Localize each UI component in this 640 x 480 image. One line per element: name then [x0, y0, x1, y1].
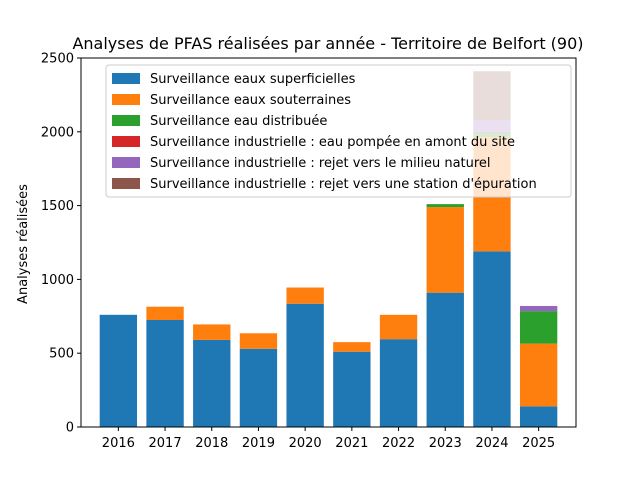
x-tick-label: 2025: [522, 436, 555, 451]
legend-label: Surveillance eaux souterraines: [150, 93, 351, 108]
y-tick-label: 0: [66, 421, 74, 436]
bar-2021-series-1: [333, 351, 371, 427]
legend-label: Surveillance eau distribuée: [150, 114, 327, 129]
legend-label: Surveillance industrielle : rejet vers l…: [150, 156, 491, 171]
legend-swatch: [112, 94, 140, 105]
bar-2019-series-1: [239, 348, 278, 427]
bar-2025-series-2: [519, 343, 558, 407]
x-tick-label: 2022: [382, 436, 415, 451]
legend-box: [105, 64, 572, 198]
legend-swatch: [112, 136, 140, 147]
axes-group: 0 500 1000 1500 2000 2500 2016 2017 2018 2019 2020…: [41, 52, 577, 451]
plot-frame: [80, 57, 577, 428]
legend-swatch: [112, 178, 140, 189]
legend-label: Surveillance industrielle : rejet vers u…: [150, 177, 537, 192]
y-tick-label: 500: [49, 347, 74, 362]
y-tick-label: 1000: [41, 273, 74, 288]
y-tick-label: 2500: [41, 52, 74, 67]
x-tick-label: 2024: [475, 436, 508, 451]
x-tick-label: 2018: [195, 436, 228, 451]
bar-2025-series-5: [519, 305, 558, 312]
legend-swatch: [112, 157, 140, 168]
bar-2023-series-2: [426, 207, 464, 293]
legend-label: Surveillance eaux superficielles: [150, 72, 356, 87]
bar-2020-series-2: [286, 287, 324, 304]
legend-swatch: [112, 73, 140, 84]
bar-2022-series-2: [379, 314, 418, 340]
x-tick-label: 2017: [149, 436, 182, 451]
bar-2017-series-2: [146, 306, 184, 320]
bar-2022-series-1: [379, 339, 418, 427]
bar-2023-series-1: [426, 292, 464, 427]
legend: Surveillance eaux superficielles Surveill…: [105, 64, 572, 198]
x-tick-label: 2023: [429, 436, 462, 451]
legend-label: Surveillance industrielle : eau pompée e…: [150, 135, 515, 150]
bar-2019-series-2: [239, 333, 278, 349]
chart-title: Analyses de PFAS réalisées par année - T…: [72, 34, 583, 53]
x-tick-label: 2020: [289, 436, 322, 451]
bar-2021-series-2: [333, 342, 371, 352]
bar-2025-series-1: [519, 406, 558, 427]
bar-2023-series-3: [426, 204, 464, 208]
bar-2025-series-3: [519, 311, 558, 344]
y-axis-label: Analyses réalisées: [16, 184, 31, 304]
legend-swatch: [112, 115, 140, 126]
bar-2024-series-1: [473, 251, 511, 427]
bar-2018-series-2: [193, 324, 231, 340]
bar-2018-series-1: [193, 339, 231, 427]
y-tick-label: 1500: [41, 199, 74, 214]
x-tick-label: 2021: [335, 436, 368, 451]
bar-2016-series-1: [99, 314, 138, 427]
bar-2017-series-1: [146, 319, 184, 427]
y-tick-label: 2000: [41, 125, 74, 140]
x-tick-label: 2016: [102, 436, 135, 451]
bar-2020-series-1: [286, 303, 324, 427]
x-tick-label: 2019: [242, 436, 275, 451]
